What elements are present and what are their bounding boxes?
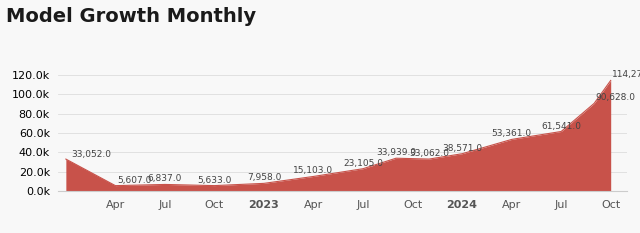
Text: Jul: Jul <box>554 200 568 210</box>
Text: Apr: Apr <box>304 200 323 210</box>
Text: 15,103.0: 15,103.0 <box>294 166 333 175</box>
Text: Oct: Oct <box>205 200 224 210</box>
Text: Apr: Apr <box>502 200 521 210</box>
Text: 7,958.0: 7,958.0 <box>247 173 281 182</box>
Text: Model Growth Monthly: Model Growth Monthly <box>6 7 257 26</box>
Text: Jul: Jul <box>356 200 370 210</box>
Text: Apr: Apr <box>106 200 125 210</box>
Text: 90,628.0: 90,628.0 <box>596 93 636 102</box>
Text: 33,939.0: 33,939.0 <box>376 148 416 157</box>
Text: 33,052.0: 33,052.0 <box>71 150 111 159</box>
Text: Oct: Oct <box>403 200 422 210</box>
Text: 5,633.0: 5,633.0 <box>197 176 232 185</box>
Text: 5,607.0: 5,607.0 <box>117 176 152 185</box>
Text: 2023: 2023 <box>248 200 279 210</box>
Text: Oct: Oct <box>601 200 620 210</box>
Text: Jul: Jul <box>158 200 172 210</box>
Text: 23,105.0: 23,105.0 <box>343 159 383 168</box>
Text: 38,571.0: 38,571.0 <box>442 144 482 153</box>
Text: 33,062.0: 33,062.0 <box>409 149 449 158</box>
Text: 2024: 2024 <box>447 200 477 210</box>
Text: 53,361.0: 53,361.0 <box>492 130 532 138</box>
Text: 6,837.0: 6,837.0 <box>148 175 182 183</box>
Text: 61,541.0: 61,541.0 <box>541 122 581 130</box>
Text: 114,274.0: 114,274.0 <box>612 71 640 79</box>
